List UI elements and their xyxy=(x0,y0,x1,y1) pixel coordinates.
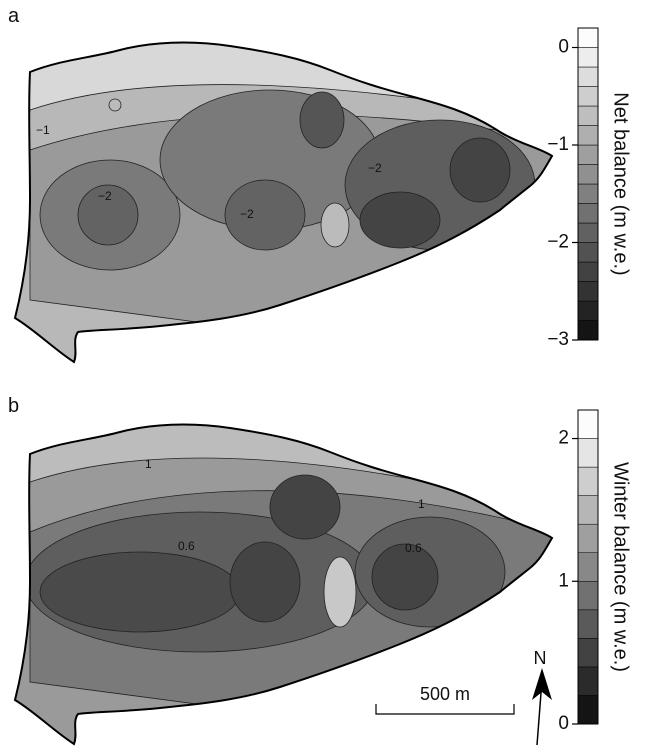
panel-label: b xyxy=(8,395,19,417)
colorbar-band xyxy=(577,183,599,204)
contour-map xyxy=(15,424,552,745)
colorbar-tick-label: −2 xyxy=(547,232,569,253)
scale-label: 500 m xyxy=(420,684,470,704)
colorbar-frame xyxy=(577,409,599,725)
colorbar-tick-label: 0 xyxy=(558,37,569,58)
colorbar-band xyxy=(577,409,599,439)
colorbar-band xyxy=(577,581,599,611)
panel-label: a xyxy=(8,5,20,27)
colorbar-band xyxy=(577,523,599,553)
colorbar-band xyxy=(577,105,599,126)
contour-label: 1 xyxy=(418,497,425,511)
colorbar-band xyxy=(577,495,599,525)
contour-label: −2 xyxy=(240,207,254,221)
colorbar-band xyxy=(577,466,599,496)
panel-b: b 1 1 0.6 0.6 xyxy=(8,395,553,745)
colorbar-label: Winter balance (m w.e.) xyxy=(610,462,632,672)
colorbar-band xyxy=(577,125,599,146)
colorbar-band xyxy=(577,320,599,341)
north-arrow: N xyxy=(532,648,552,746)
colorbar-band xyxy=(577,47,599,68)
colorbar-band xyxy=(577,438,599,468)
colorbar-band xyxy=(577,261,599,282)
contour-label: 0.6 xyxy=(178,539,195,553)
colorbar-band xyxy=(577,242,599,263)
contour-label: −2 xyxy=(98,189,112,203)
contour-label: −2 xyxy=(368,161,382,175)
contour-label: 0.6 xyxy=(405,541,422,555)
colorbar-band xyxy=(577,222,599,243)
colorbar-band xyxy=(577,27,599,48)
colorbar-band xyxy=(577,144,599,165)
colorbar-tick-label: −1 xyxy=(547,134,569,155)
colorbar-band xyxy=(577,164,599,185)
contour-map xyxy=(15,42,552,363)
colorbar-label: Net balance (m w.e.) xyxy=(610,92,632,275)
colorbar-band xyxy=(577,638,599,668)
colorbar-band xyxy=(577,66,599,87)
colorbar-band xyxy=(577,281,599,302)
contour-label: −1 xyxy=(36,123,50,137)
colorbar-tick-label: −3 xyxy=(547,329,569,350)
colorbar-band xyxy=(577,203,599,224)
scale-bar: 500 m xyxy=(375,684,515,715)
colorbar: 0 1 2 Winter balance (m w.e.) xyxy=(558,409,632,734)
colorbar-frame xyxy=(577,27,599,341)
panel-a: a −1 −2 −2 −2 xyxy=(8,5,553,364)
colorbar-band xyxy=(577,552,599,582)
colorbar-tick-label: 2 xyxy=(558,428,569,449)
contour-label: 1 xyxy=(145,457,152,471)
colorbar-band xyxy=(577,86,599,107)
colorbar-band xyxy=(577,609,599,639)
colorbar-tick-label: 0 xyxy=(558,713,569,734)
colorbar-band xyxy=(577,695,599,725)
colorbar-tick-label: 1 xyxy=(558,570,569,591)
colorbar: 0 −1 −2 −3 Net balance (m w.e.) xyxy=(547,27,632,350)
colorbar-band xyxy=(577,666,599,696)
colorbar-band xyxy=(577,300,599,321)
north-label: N xyxy=(534,648,547,668)
